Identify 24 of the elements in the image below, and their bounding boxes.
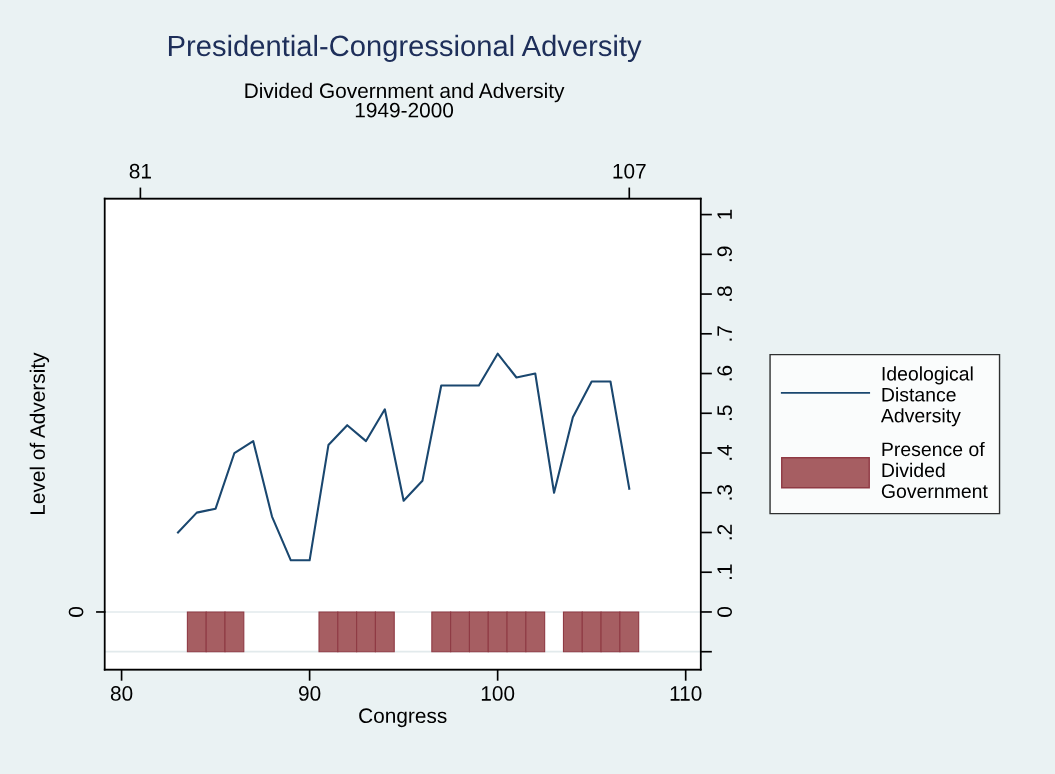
x-tick-label: 90 [299, 686, 321, 701]
y-tick-label: .5 [717, 405, 733, 421]
y-tick-label: .2 [717, 524, 732, 540]
legend-label: Presence of Divided Government [881, 441, 988, 499]
y-tick-label: .4 [717, 444, 732, 460]
y-tick-label: 1 [717, 209, 732, 219]
y-axis-title: Level of Adversity [29, 352, 50, 515]
x-tick-label: 110 [670, 686, 702, 701]
text: 0 [68, 606, 84, 617]
legend-label: Ideological Distance Adversity [880, 366, 973, 427]
y-tick-label: .1 [717, 564, 732, 580]
y-tick-label: 0 [717, 606, 733, 617]
chart-title: Presidential-Congressional Adversity [168, 34, 642, 63]
x-axis-title: Congress [359, 708, 447, 728]
y-tick-label: .6 [717, 365, 733, 381]
x2-tick-label: 107 [613, 163, 646, 179]
y-tick-label: .7 [717, 326, 732, 341]
x2-tick-label: 81 [129, 163, 151, 179]
y-tick-label: .8 [717, 286, 733, 301]
y-tick-label: .3 [717, 484, 733, 500]
x-tick-label: 100 [481, 686, 515, 701]
y-tick-label: .9 [717, 246, 733, 262]
chart-subtitle: Divided Government and Adversity 1949-2000 [245, 82, 565, 118]
x-tick-label: 80 [110, 686, 133, 701]
